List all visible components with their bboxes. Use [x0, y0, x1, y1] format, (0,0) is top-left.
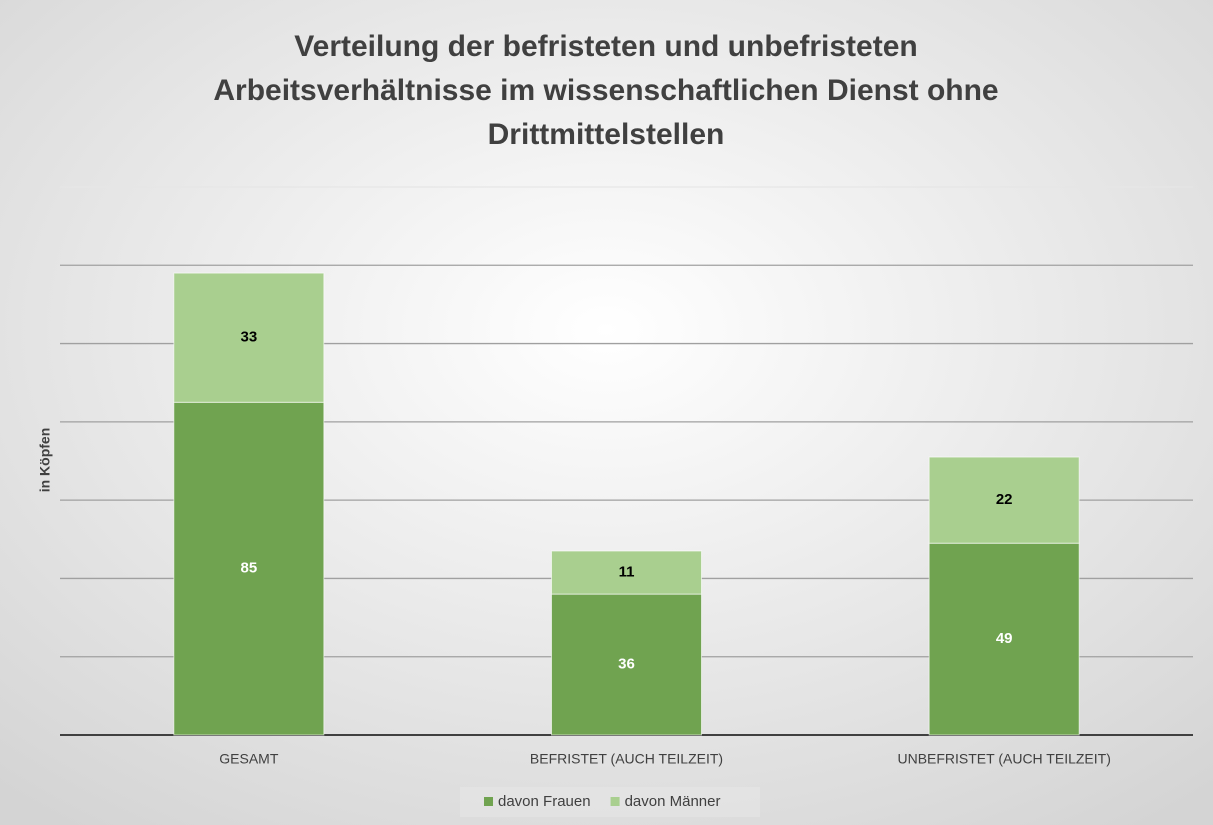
bar-segment	[928, 456, 1080, 544]
data-label: 49	[996, 630, 1013, 647]
legend-swatch	[484, 797, 493, 806]
legend-label: davon Frauen	[498, 793, 591, 810]
y-axis-label: in Köpfen	[37, 428, 53, 493]
legend-label: davon Männer	[625, 793, 721, 810]
bar-segment	[928, 542, 1080, 736]
data-label: 22	[996, 491, 1013, 508]
x-tick-label: BEFRISTET (AUCH TEILZEIT)	[530, 751, 723, 767]
bar-segment	[551, 593, 702, 736]
chart-title: Verteilung der befristeten und unbefrist…	[213, 30, 998, 151]
data-label: 85	[240, 560, 257, 577]
data-label: 11	[619, 564, 635, 581]
x-tick-label: GESAMT	[219, 751, 279, 767]
legend-box	[460, 787, 760, 817]
bar-segment	[173, 401, 325, 736]
bar-segment	[551, 550, 702, 595]
bar-segment	[173, 272, 325, 403]
legend-swatch	[610, 797, 620, 806]
data-label: 33	[240, 329, 257, 346]
x-tick-label: UNBEFRISTET (AUCH TEILZEIT)	[897, 751, 1110, 767]
data-label: 36	[618, 656, 635, 673]
